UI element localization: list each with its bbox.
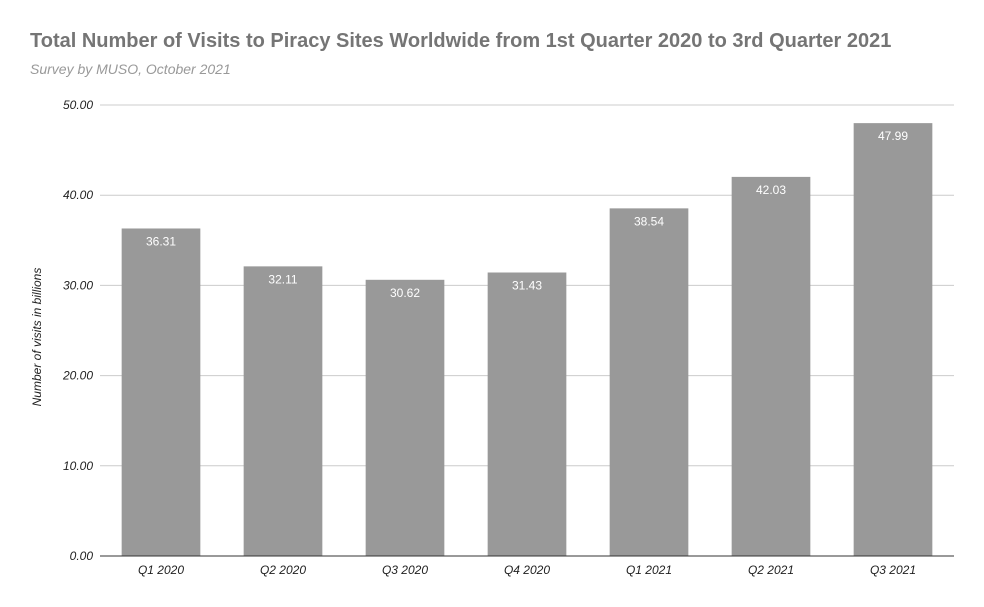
bar <box>487 272 567 556</box>
labels: 0.00 10.00 20.00 30.00 40.00 50.00 36.31 Q1 202… <box>62 98 916 577</box>
y-axis-title: Number of visits in billions <box>30 268 44 407</box>
bar <box>121 228 201 556</box>
bar-value-label: 36.31 <box>146 234 176 248</box>
x-tick-label: Q2 2020 <box>260 563 306 577</box>
bars <box>121 123 933 557</box>
bar-value-label: 32.11 <box>268 272 297 286</box>
bar-value-label: 31.43 <box>512 279 542 293</box>
y-tick-label: 0.00 <box>70 549 94 563</box>
x-tick-label: Q3 2020 <box>382 563 428 577</box>
x-tick-label: Q1 2020 <box>138 563 184 577</box>
bar-value-label: 47.99 <box>878 129 908 143</box>
bar <box>609 208 689 556</box>
y-tick-label: 20.00 <box>62 369 93 383</box>
chart-title: Total Number of Visits to Piracy Sites W… <box>30 30 892 52</box>
y-tick-label: 30.00 <box>63 278 93 292</box>
bar <box>365 279 445 556</box>
bar-value-label: 42.03 <box>756 183 786 197</box>
bar-value-label: 38.54 <box>634 214 664 228</box>
x-tick-label: Q2 2021 <box>748 563 794 577</box>
bar <box>731 176 811 556</box>
y-tick-label: 10.00 <box>63 459 93 473</box>
bar <box>243 266 323 556</box>
y-tick-label: 40.00 <box>63 188 93 202</box>
x-tick-label: Q4 2020 <box>504 563 550 577</box>
bar-value-label: 30.62 <box>390 286 420 300</box>
bar <box>853 123 933 557</box>
chart-subtitle: Survey by MUSO, October 2021 <box>30 61 231 77</box>
x-tick-label: Q3 2021 <box>870 563 916 577</box>
x-tick-label: Q1 2021 <box>626 563 672 577</box>
y-tick-label: 50.00 <box>63 98 93 112</box>
